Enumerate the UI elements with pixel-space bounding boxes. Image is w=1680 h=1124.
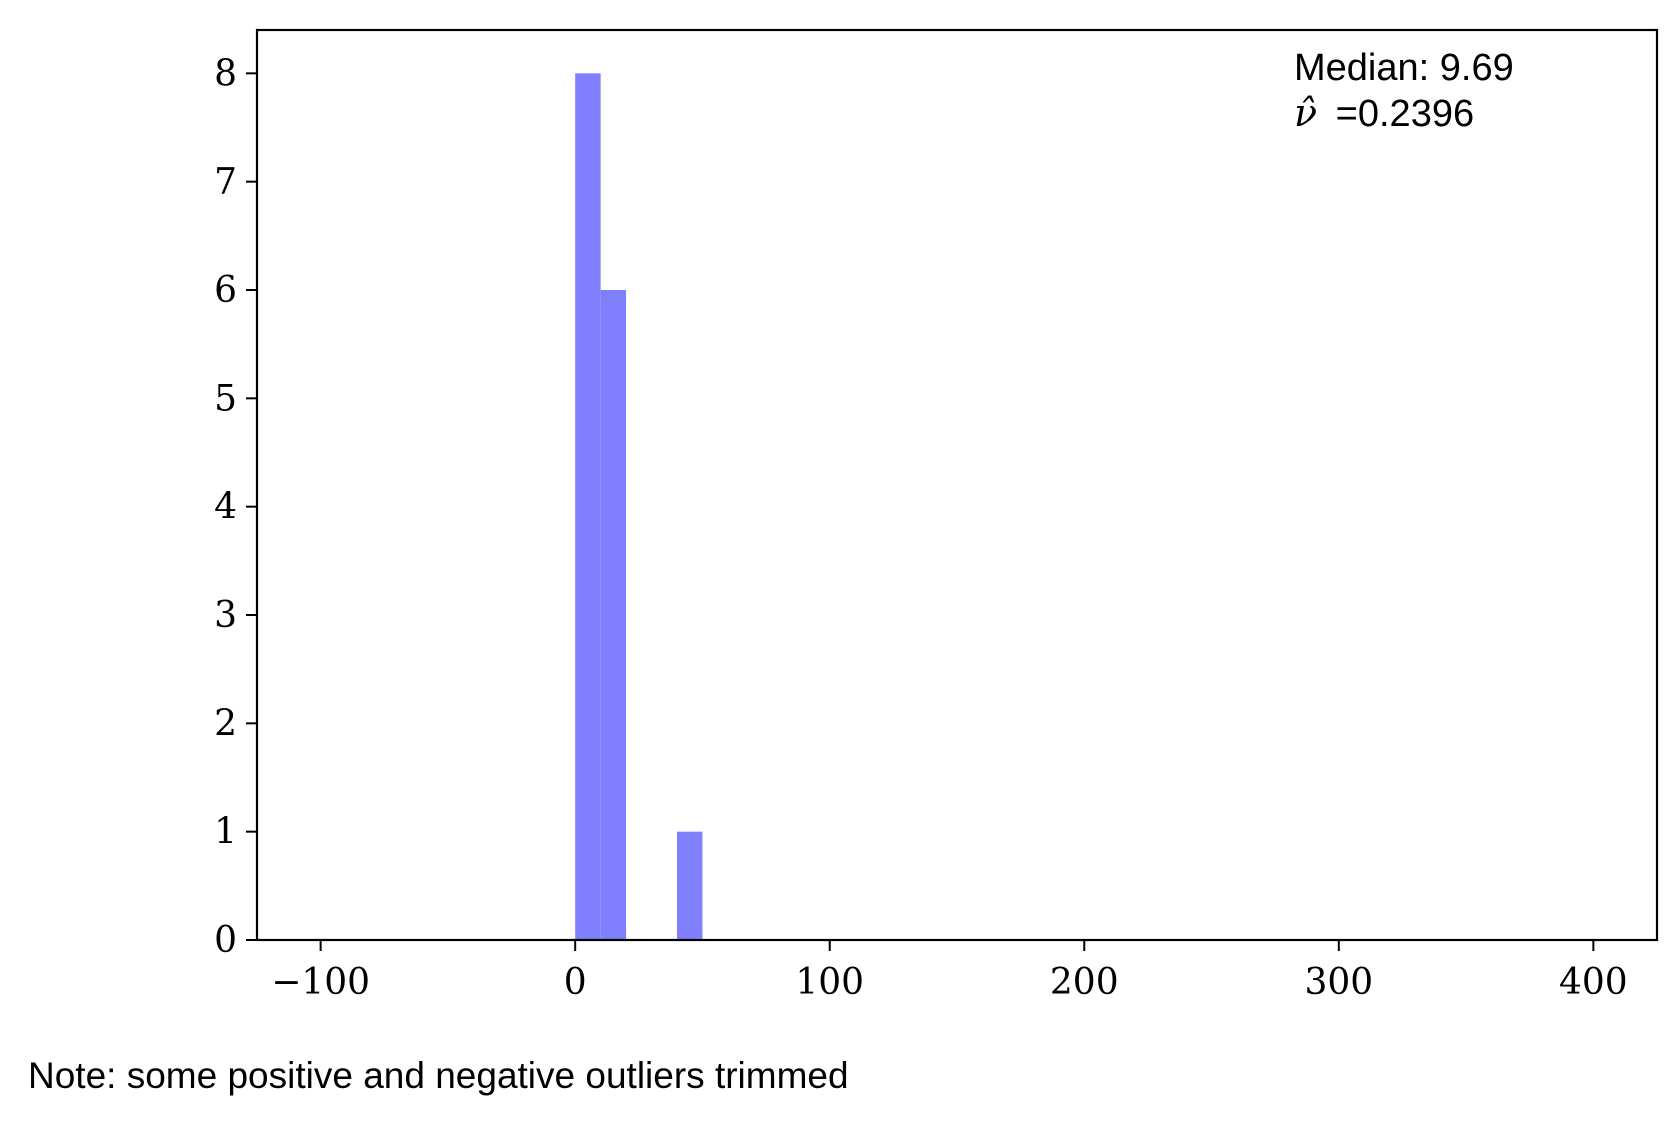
y-tick-label: 1: [214, 812, 237, 853]
y-axis-ticks: 0 1 2 3 4 5 6 7 8: [214, 53, 257, 961]
x-tick-label: −100: [271, 962, 370, 1003]
nu-hat-symbol: ν̂: [1294, 91, 1317, 135]
y-tick-label: 8: [214, 53, 237, 94]
histogram-bar-2: [677, 831, 703, 940]
median-annotation: Median: 9.69: [1294, 47, 1514, 89]
y-tick-label: 4: [214, 487, 237, 528]
x-axis-ticks: −100 0 100 200 300 400: [271, 940, 1628, 1003]
y-tick-label: 3: [214, 595, 237, 636]
histogram-bar-0: [575, 73, 601, 941]
y-tick-label: 7: [214, 162, 237, 203]
y-tick-label: 0: [214, 920, 237, 961]
y-tick-label: 5: [214, 378, 237, 419]
bars-group: [575, 73, 703, 941]
x-tick-label: 400: [1559, 962, 1628, 1003]
x-tick-label: 300: [1304, 962, 1373, 1003]
histogram-bar-1: [600, 290, 627, 940]
x-tick-label: 200: [1050, 962, 1119, 1003]
plot-frame: [255, 28, 1659, 942]
trim-note: Note: some positive and negative outlier…: [28, 1055, 849, 1096]
nu-annotation: ν̂ =0.2396: [1294, 91, 1474, 135]
y-tick-label: 2: [214, 703, 237, 744]
x-tick-label: 0: [564, 962, 587, 1003]
nu-value: =0.2396: [1336, 93, 1474, 135]
y-tick-label: 6: [214, 270, 237, 311]
x-tick-label: 100: [795, 962, 864, 1003]
